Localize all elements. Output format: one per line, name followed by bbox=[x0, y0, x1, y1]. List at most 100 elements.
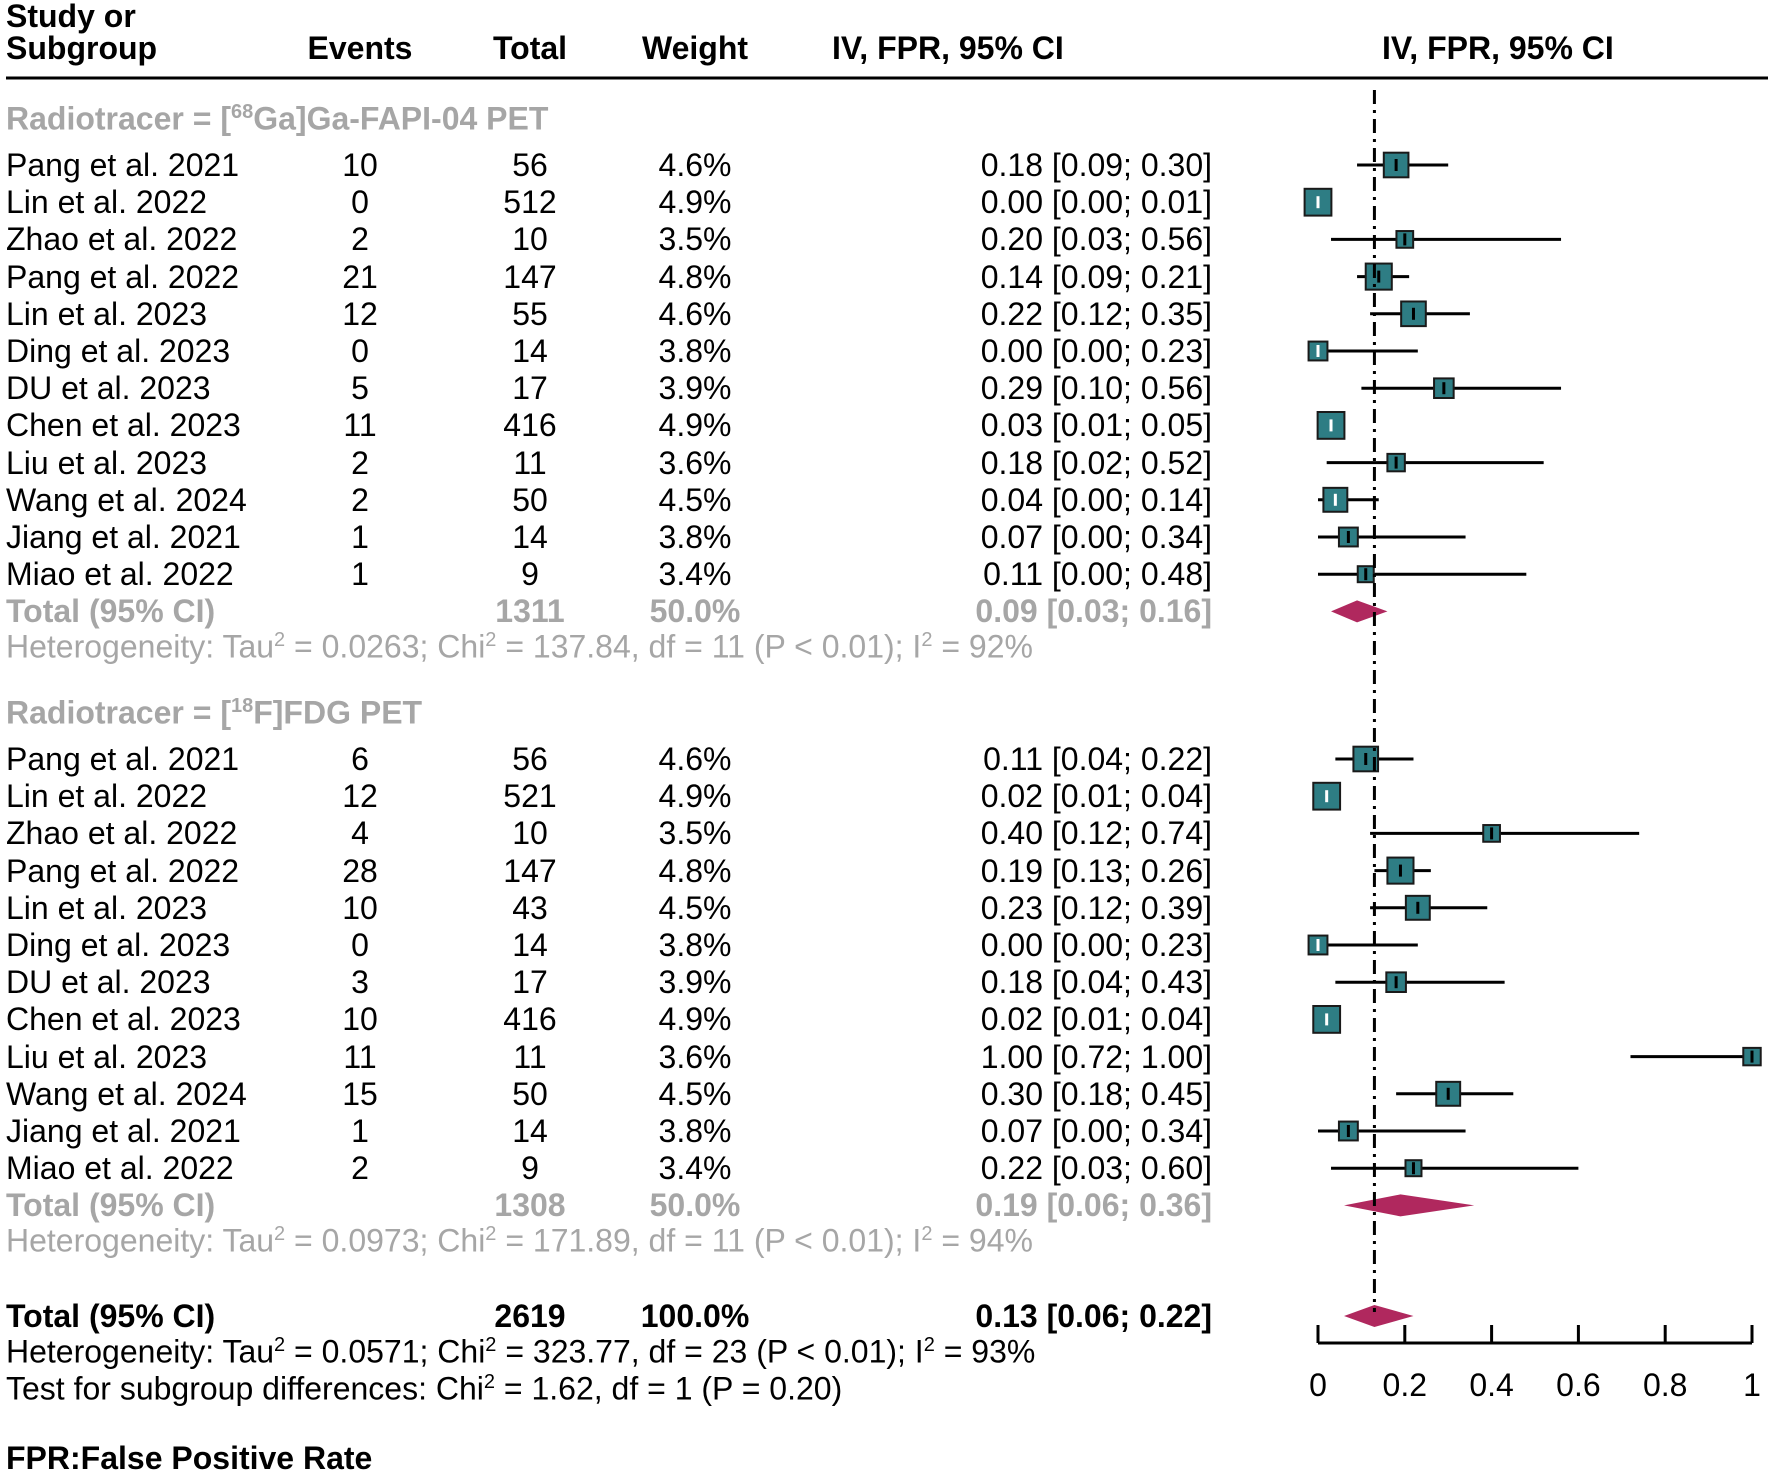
study-events: 12 bbox=[342, 295, 378, 332]
study-events: 10 bbox=[342, 147, 378, 183]
study-ci: 0.02 [0.01; 0.04] bbox=[980, 1001, 1212, 1038]
x-axis-tick-label: 0 bbox=[1309, 1367, 1327, 1403]
study-total: 17 bbox=[512, 370, 548, 407]
study-weight: 3.6% bbox=[658, 1038, 732, 1075]
study-events: 0 bbox=[351, 927, 369, 963]
study-name: Chen et al. 2023 bbox=[6, 407, 241, 444]
study-box bbox=[1312, 1005, 1342, 1034]
study-weight: 4.9% bbox=[658, 407, 732, 444]
study-events: 28 bbox=[342, 852, 378, 889]
study-name: Lin et al. 2022 bbox=[6, 184, 208, 221]
study-weight: 3.8% bbox=[658, 927, 732, 963]
study-weight: 3.9% bbox=[658, 370, 732, 407]
study-total: 43 bbox=[512, 889, 548, 926]
study-weight: 4.5% bbox=[658, 1075, 732, 1112]
study-ci: 0.40 [0.12; 0.74] bbox=[980, 815, 1212, 852]
x-axis-tick-label: 0.6 bbox=[1556, 1367, 1601, 1403]
study-weight: 4.9% bbox=[658, 184, 732, 221]
subgroup-title-isotope: 68 bbox=[230, 101, 254, 123]
study-events: 0 bbox=[351, 333, 369, 369]
study-weight: 3.4% bbox=[658, 1150, 732, 1187]
study-name: Jiang et al. 2021 bbox=[6, 519, 241, 555]
footnote: FPR:False Positive Rate bbox=[6, 1440, 373, 1476]
study-ci: 0.03 [0.01; 0.05] bbox=[980, 407, 1212, 444]
study-events: 10 bbox=[342, 1001, 378, 1038]
subgroup-total-n: 1308 bbox=[494, 1187, 566, 1224]
study-weight: 3.9% bbox=[658, 964, 732, 1001]
header-ci: IV, FPR, 95% CI bbox=[832, 30, 1064, 66]
study-total: 17 bbox=[512, 964, 548, 1001]
study-events: 6 bbox=[351, 741, 369, 777]
subgroup-total-n: 1311 bbox=[495, 593, 565, 630]
subgroup-title-prefix: Radiotracer = [ bbox=[6, 694, 231, 731]
subgroup-difference-test: Test for subgroup differences: Chi2 = 1.… bbox=[6, 1370, 843, 1407]
study-name: Liu et al. 2023 bbox=[6, 1038, 208, 1075]
study-name: Wang et al. 2024 bbox=[6, 1075, 247, 1112]
study-total: 9 bbox=[521, 556, 539, 593]
study-weight: 4.6% bbox=[658, 147, 732, 183]
subgroup-total-weight: 50.0% bbox=[649, 593, 741, 630]
study-weight: 3.4% bbox=[658, 556, 732, 593]
x-axis-tick-label: 0.8 bbox=[1642, 1367, 1688, 1403]
study-name: Lin et al. 2023 bbox=[6, 889, 208, 926]
subgroup-summary-diamond bbox=[1344, 1194, 1475, 1217]
study-total: 11 bbox=[513, 1038, 547, 1075]
header-study-line1: Study or bbox=[6, 0, 136, 34]
study-events: 12 bbox=[342, 778, 378, 815]
study-total: 50 bbox=[512, 1075, 548, 1112]
x-axis-tick-label: 1 bbox=[1743, 1367, 1761, 1403]
study-name: Pang et al. 2022 bbox=[6, 852, 240, 889]
study-ci: 0.22 [0.12; 0.35] bbox=[980, 295, 1212, 332]
study-events: 15 bbox=[342, 1075, 378, 1112]
study-name: DU et al. 2023 bbox=[6, 370, 211, 407]
study-weight: 3.5% bbox=[658, 221, 732, 258]
study-weight: 4.6% bbox=[658, 741, 732, 777]
study-total: 147 bbox=[503, 258, 557, 295]
study-name: Ding et al. 2023 bbox=[6, 333, 231, 369]
header-study-line2: Subgroup bbox=[6, 30, 158, 66]
study-name: Liu et al. 2023 bbox=[6, 444, 208, 481]
subgroup-total-label: Total (95% CI) bbox=[6, 1187, 216, 1224]
header-events: Events bbox=[307, 30, 413, 66]
study-events: 2 bbox=[351, 221, 369, 258]
study-total: 521 bbox=[503, 778, 557, 815]
study-name: Pang et al. 2022 bbox=[6, 258, 240, 295]
study-name: Chen et al. 2023 bbox=[6, 1001, 241, 1038]
study-box bbox=[1386, 856, 1415, 885]
study-ci: 0.29 [0.10; 0.56] bbox=[980, 370, 1212, 407]
study-name: Zhao et al. 2022 bbox=[6, 815, 238, 852]
study-events: 3 bbox=[351, 964, 369, 1001]
overall-total-ci: 0.13 [0.06; 0.22] bbox=[975, 1298, 1212, 1334]
study-weight: 3.8% bbox=[658, 1113, 732, 1149]
subgroup-total-weight: 50.0% bbox=[649, 1187, 741, 1224]
subgroup-title: Radiotracer = [18F]FDG PET bbox=[6, 696, 422, 729]
subgroup-heterogeneity: Heterogeneity: Tau2 = 0.0973; Chi2 = 171… bbox=[6, 1223, 1033, 1260]
study-events: 11 bbox=[343, 407, 377, 444]
study-ci: 0.00 [0.00; 0.01] bbox=[980, 184, 1212, 221]
study-total: 416 bbox=[503, 1001, 557, 1038]
study-total: 147 bbox=[503, 852, 557, 889]
study-name: Pang et al. 2021 bbox=[6, 147, 240, 183]
overall-heterogeneity: Heterogeneity: Tau2 = 0.0571; Chi2 = 323… bbox=[6, 1333, 1036, 1370]
study-events: 4 bbox=[351, 815, 369, 852]
study-total: 14 bbox=[512, 333, 548, 369]
study-ci: 0.00 [0.00; 0.23] bbox=[980, 333, 1212, 369]
header-plot: IV, FPR, 95% CI bbox=[1382, 30, 1614, 66]
study-total: 14 bbox=[512, 519, 548, 555]
study-ci: 0.18 [0.04; 0.43] bbox=[980, 964, 1212, 1001]
study-ci: 0.14 [0.09; 0.21] bbox=[980, 258, 1212, 295]
header-weight: Weight bbox=[641, 30, 749, 66]
subgroup-title-isotope: 18 bbox=[230, 695, 254, 717]
study-weight: 3.6% bbox=[658, 444, 732, 481]
study-events: 2 bbox=[351, 1150, 369, 1187]
study-ci: 0.07 [0.00; 0.34] bbox=[980, 1113, 1212, 1149]
study-ci: 0.30 [0.18; 0.45] bbox=[980, 1075, 1212, 1112]
x-axis-tick-label: 0.2 bbox=[1382, 1367, 1428, 1403]
study-weight: 4.9% bbox=[658, 1001, 732, 1038]
study-name: Pang et al. 2021 bbox=[6, 741, 240, 777]
study-total: 10 bbox=[512, 815, 548, 852]
subgroup-total-label: Total (95% CI) bbox=[6, 593, 216, 630]
subgroup-total-ci: 0.19 [0.06; 0.36] bbox=[975, 1187, 1212, 1224]
